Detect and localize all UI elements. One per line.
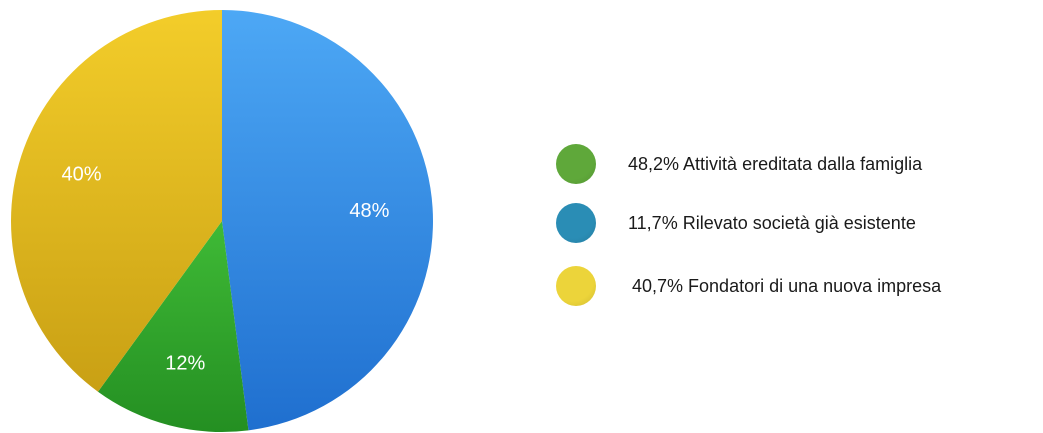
slice-label: 40% <box>62 164 102 186</box>
legend-label: 11,7% Rilevato società già esistente <box>628 212 916 233</box>
legend-label: 48,2% Attività ereditata dalla famiglia <box>628 153 923 174</box>
legend-swatch <box>556 144 596 184</box>
pie-slice-48 <box>222 9 434 431</box>
legend-item-founders: 40,7% Fondatori di una nuova impresa <box>556 264 941 308</box>
slice-label: 12% <box>165 352 205 374</box>
legend-swatch <box>556 266 596 306</box>
legend-swatch <box>556 203 596 243</box>
legend-item-acquired: 11,7% Rilevato società già esistente <box>556 201 916 245</box>
pie-slice-12 <box>97 221 249 432</box>
pie-chart: 48% 12% 40% <box>11 9 434 432</box>
slice-label: 48% <box>349 200 389 222</box>
legend-label: 40,7% Fondatori di una nuova impresa <box>632 275 942 296</box>
pie-slice-40 <box>11 10 223 392</box>
legend-item-family: 48,2% Attività ereditata dalla famiglia <box>556 142 922 186</box>
